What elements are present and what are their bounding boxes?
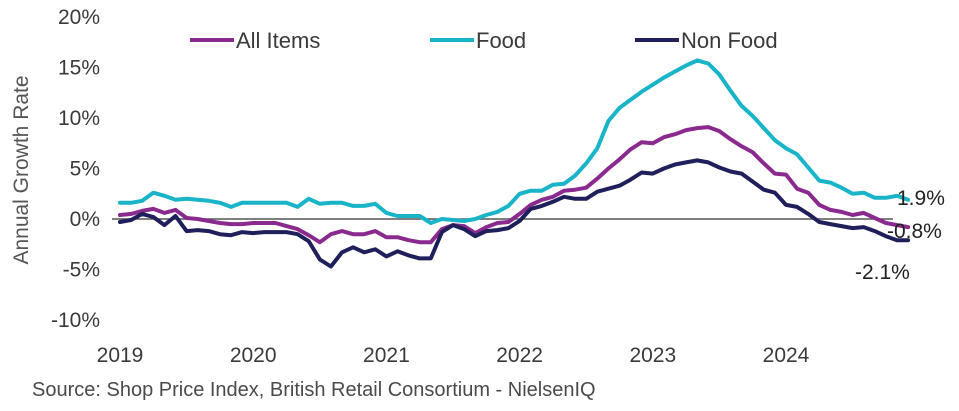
x-tick-label: 2023 bbox=[629, 344, 676, 367]
source-note: Source: Shop Price Index, British Retail… bbox=[32, 379, 596, 401]
y-tick-label: -10% bbox=[51, 309, 100, 332]
legend: All Items Food Non Food bbox=[190, 28, 778, 53]
legend-label-food: Food bbox=[476, 28, 526, 53]
y-axis-title: Annual Growth Rate bbox=[10, 75, 33, 264]
legend-label-all-items: All Items bbox=[236, 28, 320, 53]
y-tick-label: 20% bbox=[58, 6, 100, 29]
y-tick-label: -5% bbox=[63, 259, 100, 282]
legend-label-non-food: Non Food bbox=[681, 28, 778, 53]
series-line-all-items bbox=[118, 125, 911, 245]
x-tick-label: 2020 bbox=[230, 344, 277, 367]
y-tick-label: 15% bbox=[58, 57, 100, 80]
x-tick-label: 2024 bbox=[763, 344, 810, 367]
end-labels: 1.9% -0.8% -2.1% bbox=[855, 187, 945, 284]
series-line-food bbox=[118, 58, 911, 225]
x-tick-label: 2021 bbox=[363, 344, 410, 367]
series-lines bbox=[118, 58, 911, 269]
series-line-non-food bbox=[118, 158, 911, 269]
x-tick-label: 2022 bbox=[496, 344, 543, 367]
x-tick-label: 2019 bbox=[97, 344, 144, 367]
y-axis-ticks: -10% -5% 0% 5% 10% 15% 20% bbox=[51, 6, 100, 332]
x-axis-ticks: 2019 2020 2021 2022 2023 2024 bbox=[97, 344, 810, 367]
y-tick-label: 10% bbox=[58, 107, 100, 130]
end-label-all-items: -0.8% bbox=[887, 220, 942, 243]
y-tick-label: 0% bbox=[70, 208, 100, 231]
end-label-food: 1.9% bbox=[897, 187, 945, 210]
y-tick-label: 5% bbox=[70, 158, 100, 181]
end-label-non-food: -2.1% bbox=[855, 261, 910, 284]
